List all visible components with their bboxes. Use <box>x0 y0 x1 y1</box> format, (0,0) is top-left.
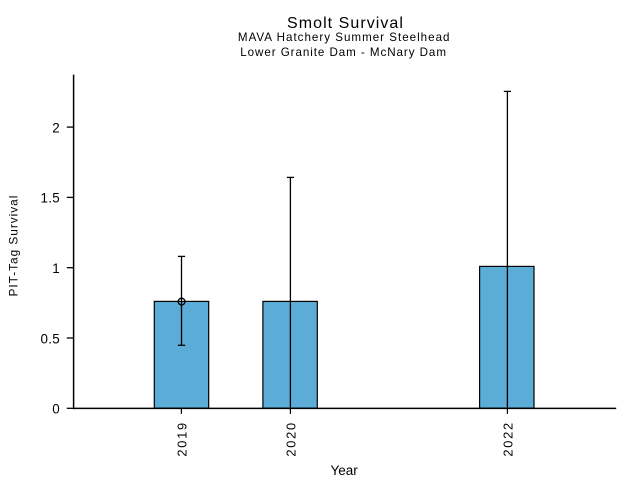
svg-text:2020: 2020 <box>283 421 298 456</box>
svg-text:Year: Year <box>330 463 358 478</box>
svg-text:PIT-Tag Survival: PIT-Tag Survival <box>6 195 20 297</box>
svg-text:Smolt Survival: Smolt Survival <box>287 15 404 32</box>
svg-text:1.5: 1.5 <box>40 191 60 206</box>
svg-text:MAVA Hatchery Summer Steelhead: MAVA Hatchery Summer Steelhead <box>238 31 451 44</box>
svg-text:1: 1 <box>52 261 60 276</box>
svg-text:2022: 2022 <box>500 421 515 456</box>
svg-text:2019: 2019 <box>174 421 189 456</box>
svg-text:Lower Granite Dam - McNary Dam: Lower Granite Dam - McNary Dam <box>240 46 447 59</box>
svg-text:0.5: 0.5 <box>40 331 60 346</box>
svg-text:2: 2 <box>52 120 60 135</box>
svg-text:0: 0 <box>52 402 60 417</box>
